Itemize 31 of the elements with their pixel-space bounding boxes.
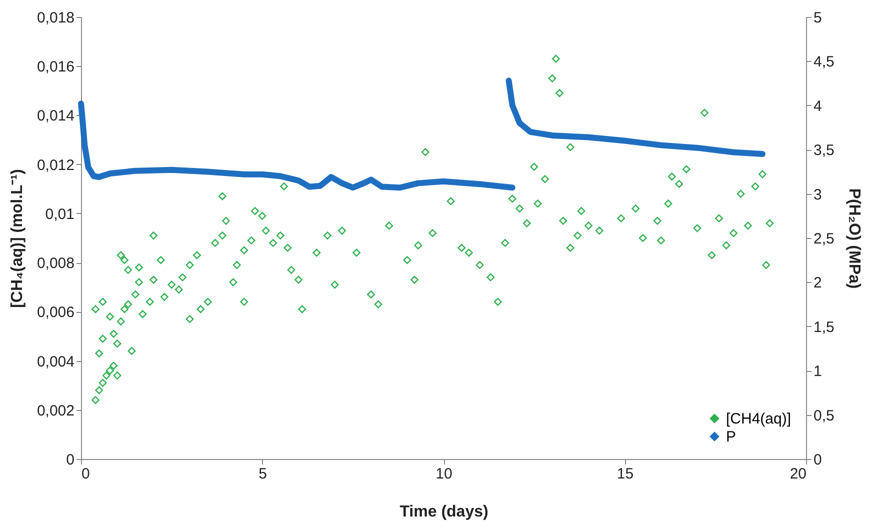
y-tick-label: 0,006 xyxy=(36,304,74,322)
y2-tick-label: 1 xyxy=(814,363,822,380)
y-tick-label: 0,008 xyxy=(36,255,74,272)
y2-tick-label: 1,5 xyxy=(814,318,834,336)
y2-tick-label: 0 xyxy=(814,452,822,468)
y2-tick-label: 0,5 xyxy=(814,407,834,424)
x-tick-label: 10 xyxy=(436,466,452,482)
y2-axis-title: P(H₂O) (MPa) xyxy=(845,188,862,289)
x-tick-label: 5 xyxy=(258,466,267,482)
y2-tick-label: 2 xyxy=(814,274,822,292)
x-tick-label: 0 xyxy=(82,466,90,482)
x-axis-title: Time (days) xyxy=(400,504,488,520)
y2-tick-label: 3 xyxy=(814,186,822,204)
y2-tick-label: 4 xyxy=(814,98,822,115)
y-tick-label: 0,01 xyxy=(45,206,74,223)
y-tick-label: 0,012 xyxy=(36,156,74,174)
y-tick-label: 0,004 xyxy=(36,353,74,370)
y-tick-label: 0,018 xyxy=(36,10,74,26)
x-tick-label: 20 xyxy=(790,466,806,482)
y2-tick-label: 4,5 xyxy=(814,54,834,71)
y2-tick-label: 2,5 xyxy=(814,230,834,248)
x-tick-label: 15 xyxy=(616,466,634,482)
y-tick-label: 0 xyxy=(66,452,74,468)
y2-tick-label: 3,5 xyxy=(814,142,834,160)
y-tick-label: 0,014 xyxy=(36,108,74,125)
legend-label: [CH4(aq)] xyxy=(726,410,792,428)
y-tick-label: 0,002 xyxy=(36,402,74,420)
y2-tick-label: 5 xyxy=(814,10,822,26)
y-axis-title: [CH₄(aq)] (mol.L⁻¹) xyxy=(8,169,26,308)
legend-label: P xyxy=(726,428,736,446)
y-tick-label: 0,016 xyxy=(36,58,74,76)
